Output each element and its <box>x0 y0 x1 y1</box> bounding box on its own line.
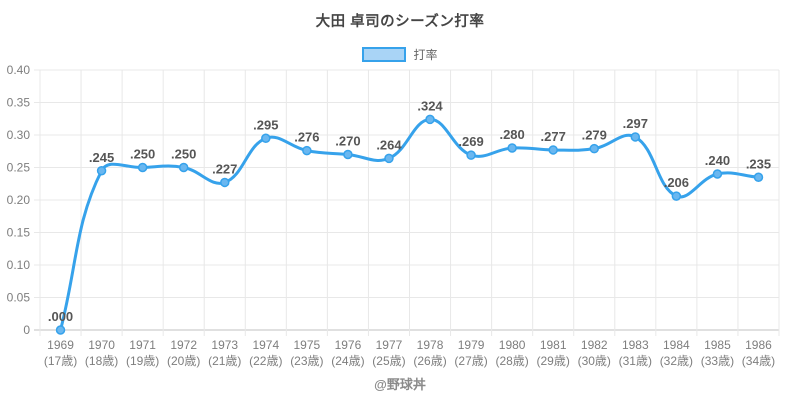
data-point[interactable] <box>384 153 394 164</box>
data-point-label: .000 <box>48 309 73 324</box>
x-axis-year-label: 1975 <box>294 338 321 352</box>
x-axis-age-label: (29歳) <box>537 354 570 368</box>
data-point[interactable] <box>343 149 353 160</box>
data-point-label: .227 <box>212 161 237 176</box>
x-axis-age-label: (21歳) <box>208 354 241 368</box>
x-axis-year-label: 1981 <box>540 338 567 352</box>
x-axis-age-label: (24歳) <box>331 354 364 368</box>
x-axis-age-label: (25歳) <box>372 354 405 368</box>
data-point[interactable] <box>589 143 599 154</box>
data-point-label: .245 <box>89 150 114 165</box>
data-point[interactable] <box>96 166 107 176</box>
y-axis-tick-label: 0.15 <box>7 226 31 240</box>
data-point-label: .240 <box>705 153 730 168</box>
x-axis-year-label: 1972 <box>170 338 197 352</box>
x-axis-age-label: (17歳) <box>44 354 77 368</box>
y-axis-tick-label: 0.10 <box>7 258 31 272</box>
x-axis-year-label: 1973 <box>211 338 238 352</box>
data-point[interactable] <box>630 132 641 142</box>
data-point[interactable] <box>261 133 271 143</box>
y-axis-tick-label: 0.30 <box>7 128 31 142</box>
data-point[interactable] <box>507 143 517 153</box>
x-axis-age-label: (28歳) <box>495 354 528 368</box>
legend-swatch <box>362 47 407 62</box>
data-point-label: .280 <box>499 127 524 142</box>
x-axis-year-label: 1970 <box>88 338 115 352</box>
x-axis-year-label: 1977 <box>376 338 403 352</box>
x-axis-age-label: (30歳) <box>578 354 611 368</box>
x-axis-age-label: (26歳) <box>413 354 446 368</box>
data-point-label: .270 <box>335 134 360 149</box>
x-axis-age-label: (33歳) <box>701 354 734 368</box>
x-axis-year-label: 1974 <box>252 338 279 352</box>
data-point[interactable] <box>466 150 476 160</box>
data-point-label: .250 <box>130 147 155 162</box>
data-point[interactable] <box>712 169 723 179</box>
x-axis-year-label: 1980 <box>499 338 526 352</box>
x-axis-age-label: (27歳) <box>454 354 487 368</box>
watermark: @野球丼 <box>374 377 426 392</box>
data-point[interactable] <box>753 172 764 182</box>
data-point-label: .297 <box>623 116 648 131</box>
legend-item[interactable]: 打率 <box>362 46 438 63</box>
legend: 打率 <box>0 46 800 63</box>
data-point-label: .279 <box>582 128 607 143</box>
data-point[interactable] <box>671 191 682 201</box>
x-axis-age-label: (20歳) <box>167 354 200 368</box>
data-point[interactable] <box>548 145 558 155</box>
x-axis-age-label: (18歳) <box>85 354 118 368</box>
data-point[interactable] <box>178 162 189 173</box>
x-axis-year-label: 1982 <box>581 338 608 352</box>
data-point-label: .295 <box>253 117 278 132</box>
data-point[interactable] <box>425 114 435 125</box>
data-point-label: .276 <box>294 130 319 145</box>
data-point-label: .269 <box>458 134 483 149</box>
x-axis-year-label: 1976 <box>335 338 362 352</box>
x-axis-year-label: 1971 <box>129 338 156 352</box>
x-axis-year-label: 1986 <box>745 338 772 352</box>
x-axis-year-label: 1984 <box>663 338 690 352</box>
x-axis-year-label: 1983 <box>622 338 649 352</box>
y-axis-tick-label: 0 <box>23 323 30 337</box>
x-axis-year-label: 1969 <box>47 338 74 352</box>
data-point-label: .250 <box>171 147 196 162</box>
x-axis-year-label: 1985 <box>704 338 731 352</box>
y-axis-tick-label: 0.20 <box>7 193 31 207</box>
data-point[interactable] <box>55 325 66 335</box>
x-axis-year-label: 1979 <box>458 338 485 352</box>
x-axis-age-label: (23歳) <box>290 354 323 368</box>
data-point-label: .235 <box>746 156 771 171</box>
legend-label: 打率 <box>413 48 438 62</box>
x-axis-age-label: (22歳) <box>249 354 282 368</box>
x-axis-age-label: (34歳) <box>742 354 775 368</box>
x-axis-year-label: 1978 <box>417 338 444 352</box>
y-axis-tick-label: 0.35 <box>7 96 31 110</box>
x-axis-age-label: (19歳) <box>126 354 159 368</box>
x-axis-age-label: (31歳) <box>619 354 652 368</box>
x-axis-age-label: (32歳) <box>660 354 693 368</box>
data-point-label: .277 <box>541 129 566 144</box>
data-point-label: .264 <box>376 137 402 152</box>
chart-title: 大田 卓司のシーズン打率 <box>315 14 485 30</box>
data-point[interactable] <box>302 145 312 156</box>
y-axis-tick-label: 0.25 <box>7 161 31 175</box>
y-axis-tick-label: 0.40 <box>7 63 31 77</box>
y-axis-tick-label: 0.05 <box>7 291 31 305</box>
series-line <box>59 117 760 332</box>
data-point[interactable] <box>137 162 148 173</box>
data-point[interactable] <box>220 177 230 188</box>
data-point-label: .206 <box>664 175 689 190</box>
data-point-label: .324 <box>417 98 443 113</box>
